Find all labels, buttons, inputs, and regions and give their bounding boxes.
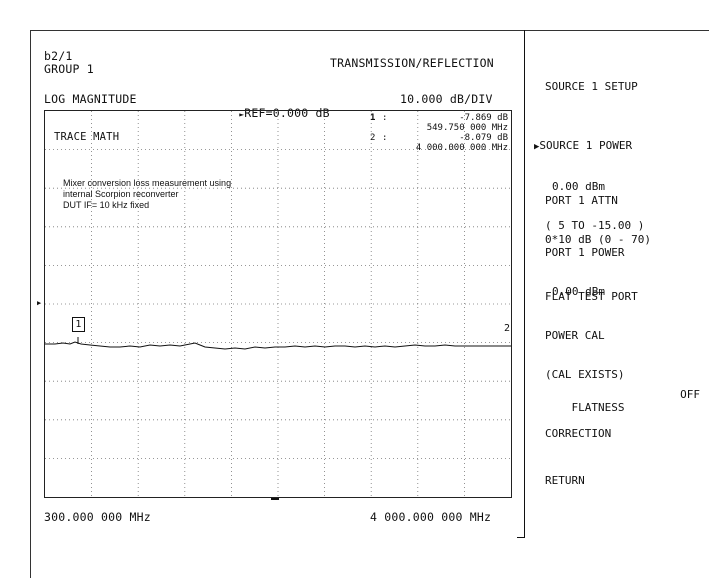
menu-title: SOURCE 1 SETUP (545, 80, 638, 93)
reference-value: REF=0.000 dB (244, 106, 330, 120)
softkey-flatness-label: FLATNESS (571, 401, 625, 414)
marker-1-row: 1 : -7.869 dB (370, 113, 508, 124)
group-label: GROUP 1 (44, 62, 94, 76)
marker-1-sep: : (382, 113, 388, 123)
softkey-port-power-label: PORT 1 POWER (545, 246, 625, 259)
softkey-source-power-label: SOURCE 1 POWER (539, 139, 633, 152)
softkey-flatness-state: OFF (680, 388, 700, 401)
softkey-flat-cal-line-3: (CAL EXISTS) (545, 368, 625, 381)
marker-1-freq: 549.750 000 MHz (426, 123, 508, 133)
marker-1-freq-row: 549.750 000 MHz (370, 123, 508, 134)
softkey-port-attn[interactable]: PORT 1 ATTN 0*10 dB (0 - 70) (545, 168, 651, 259)
softkey-source-power[interactable]: ▶SOURCE 1 POWER 0.00 dBm ( 5 TO -15.00 ) (534, 113, 644, 245)
reference-level: ►REF=0.000 dB (225, 92, 330, 120)
stop-frequency: 4 000.000 000 MHz (370, 510, 492, 524)
marker-1-value: -7.869 dB (459, 113, 508, 123)
softkey-source-power-range: ( 5 TO -15.00 ) (545, 219, 645, 232)
reference-arrow-icon: ► (239, 110, 245, 119)
softkey-port-power-value: 0.00 dBm (552, 285, 605, 298)
marker-2-value: -8.079 dB (459, 133, 508, 143)
softkey-source-power-value: 0.00 dBm (552, 180, 605, 193)
trace-math-label: TRACE MATH (54, 131, 120, 143)
marker-1-number: 1 (370, 113, 376, 123)
softkey-flatness-correction[interactable]: FLATNESS OFF CORRECTION (545, 362, 700, 453)
marker-readout: 1 : -7.869 dB 549.750 000 MHz 2 : -8.079… (370, 113, 508, 154)
plot-area[interactable]: TRACE MATH Mixer conversion loss measure… (44, 110, 512, 498)
instrument-frame (30, 30, 709, 578)
softkey-selected-arrow-icon: ▶ (534, 142, 540, 152)
softkey-flat-cal-line-1: FLAT TEST PORT (545, 290, 638, 303)
reference-position-arrow-icon: ▶ (37, 299, 42, 307)
softkey-flat-test-port-power-cal[interactable]: FLAT TEST PORT POWER CAL (CAL EXISTS) (545, 264, 638, 394)
display-bracket (517, 30, 525, 538)
annotation-line-3: DUT IF= 10 kHz fixed (63, 200, 150, 210)
measurement-trace (45, 341, 511, 350)
mode-label: TRANSMISSION/REFLECTION (330, 56, 494, 70)
marker-2-sep: : (382, 133, 388, 143)
softkey-port-power[interactable]: PORT 1 POWER 0.00 dBm (545, 220, 624, 311)
marker-1-box[interactable]: 1 (72, 317, 85, 332)
center-tick (271, 498, 279, 500)
annotation-line-2: internal Scorpion reconverter (63, 189, 179, 199)
softkey-port-attn-label: PORT 1 ATTN (545, 194, 618, 207)
channel-label: b2/1 (44, 49, 73, 63)
start-frequency: 300.000 000 MHz (44, 510, 151, 524)
plot-grid (45, 111, 511, 497)
annotation-line-1: Mixer conversion loss measurement using (63, 178, 232, 188)
softkey-correction-label: CORRECTION (545, 427, 612, 440)
plot-svg (45, 111, 511, 497)
format-label: LOG MAGNITUDE (44, 92, 137, 106)
scale-label: 10.000 dB/DIV (400, 92, 493, 106)
marker-2-row: 2 : -8.079 dB (370, 133, 508, 144)
marker-2-number: 2 (370, 133, 376, 143)
marker-2-freq: 4 000.000 000 MHz (415, 143, 508, 153)
marker-2-freq-row: 4 000.000 000 MHz (370, 143, 508, 154)
marker-2-flag[interactable]: 2 (504, 323, 511, 334)
softkey-flat-cal-line-2: POWER CAL (545, 329, 605, 342)
softkey-return[interactable]: RETURN (545, 474, 585, 487)
softkey-port-attn-value: 0*10 dB (0 - 70) (545, 233, 651, 246)
